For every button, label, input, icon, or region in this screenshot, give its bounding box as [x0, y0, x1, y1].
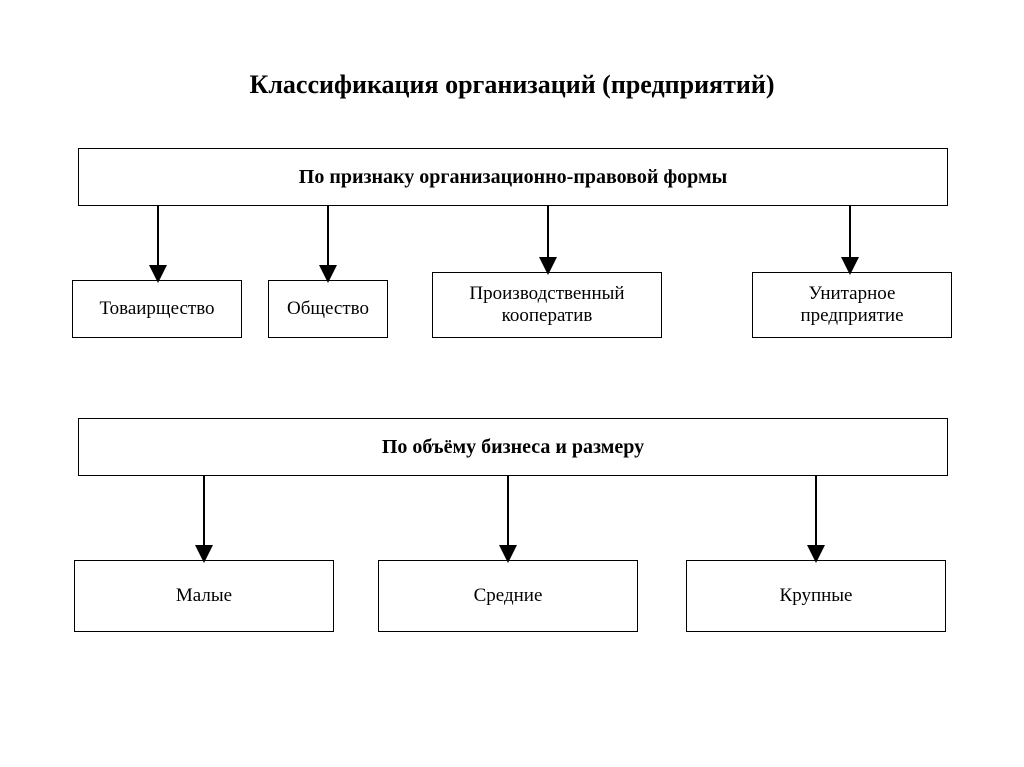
node-large-label: Крупные [780, 585, 853, 607]
node-unitary: Унитарное предприятие [752, 272, 952, 338]
header-size: По объёму бизнеса и размеру [78, 418, 948, 476]
diagram-canvas: Классификация организаций (предприятий) … [0, 0, 1024, 767]
diagram-title: Классификация организаций (предприятий) [0, 70, 1024, 100]
header-legal-form: По признаку организационно-правовой форм… [78, 148, 948, 206]
arrows-layer [0, 0, 1024, 767]
node-company-label: Общество [287, 298, 369, 320]
header-size-label: По объёму бизнеса и размеру [382, 436, 644, 459]
node-small-label: Малые [176, 585, 232, 607]
node-medium: Средние [378, 560, 638, 632]
node-cooperative: Производственный кооператив [432, 272, 662, 338]
header-legal-form-label: По признаку организационно-правовой форм… [299, 166, 727, 189]
node-cooperative-label: Производственный кооператив [439, 283, 655, 327]
node-medium-label: Средние [474, 585, 543, 607]
node-partnership: Товаирщество [72, 280, 242, 338]
node-company: Общество [268, 280, 388, 338]
node-unitary-label: Унитарное предприятие [759, 283, 945, 327]
node-partnership-label: Товаирщество [99, 298, 214, 320]
node-large: Крупные [686, 560, 946, 632]
node-small: Малые [74, 560, 334, 632]
